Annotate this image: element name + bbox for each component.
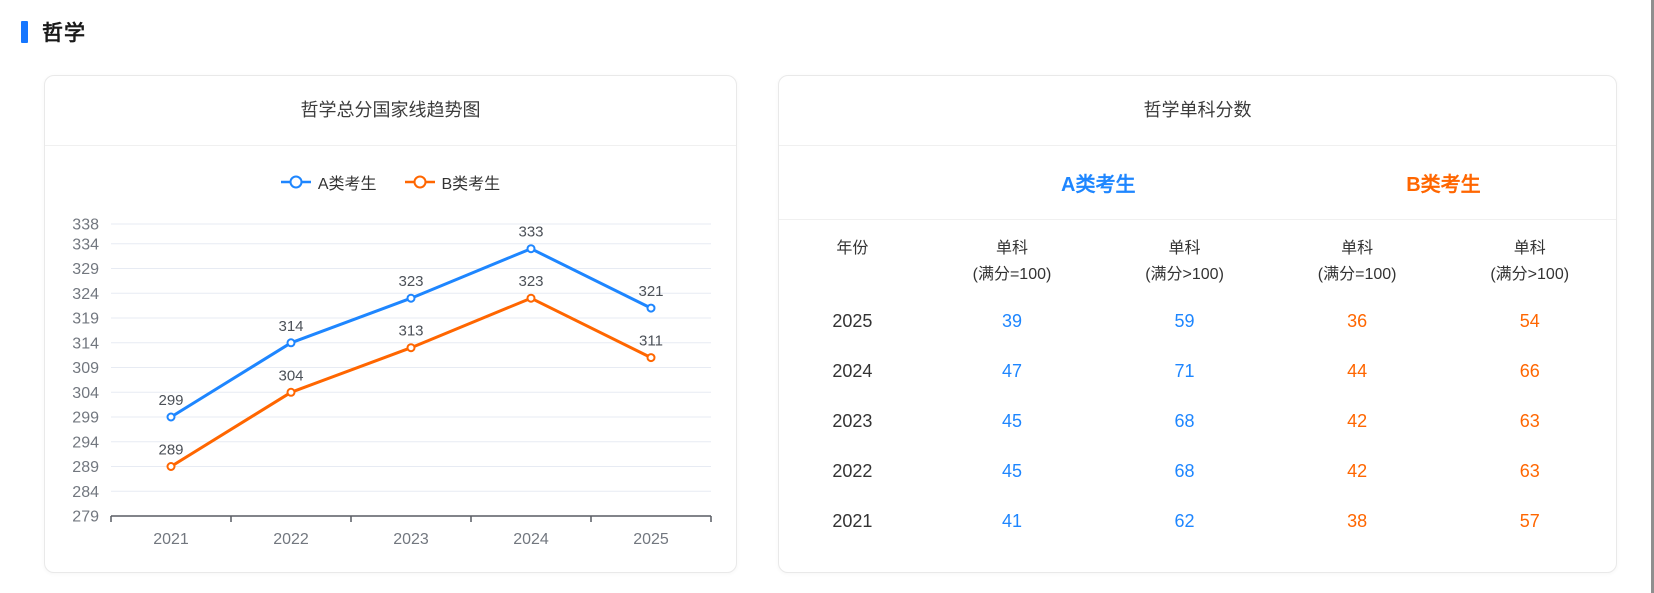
legend-label-a: A类考生 xyxy=(317,176,377,193)
svg-text:294: 294 xyxy=(72,434,99,451)
score-cell: 71 xyxy=(1174,360,1195,381)
table-row: 2024 47 71 44 66 xyxy=(779,346,1616,396)
svg-text:2024: 2024 xyxy=(513,531,549,548)
svg-text:323: 323 xyxy=(518,273,543,290)
chart-card-title: 哲学总分国家线趋势图 xyxy=(45,76,736,146)
score-cell: 66 xyxy=(1519,360,1540,381)
svg-text:338: 338 xyxy=(72,217,99,234)
svg-text:314: 314 xyxy=(278,318,303,335)
section-title: 哲学 xyxy=(42,22,86,45)
year-cell: 2022 xyxy=(832,460,873,481)
table-group-header-row: A类考生 B类考生 xyxy=(779,146,1616,220)
svg-text:304: 304 xyxy=(72,385,99,402)
svg-text:309: 309 xyxy=(72,360,99,377)
score-cell: 57 xyxy=(1519,510,1540,531)
svg-text:311: 311 xyxy=(639,333,663,350)
table-row: 2023 45 68 42 63 xyxy=(779,396,1616,446)
score-cell: 62 xyxy=(1174,510,1195,531)
score-cell: 45 xyxy=(1001,410,1022,431)
x-axis xyxy=(109,515,712,522)
legend-marker-a-icon xyxy=(280,175,311,189)
score-cell: 63 xyxy=(1519,410,1540,431)
svg-text:321: 321 xyxy=(638,283,663,300)
svg-text:324: 324 xyxy=(72,286,99,303)
svg-text:319: 319 xyxy=(72,311,99,328)
legend-marker-b-icon xyxy=(404,175,435,189)
svg-text:323: 323 xyxy=(398,273,423,290)
svg-text:2021: 2021 xyxy=(153,531,189,548)
svg-text:334: 334 xyxy=(72,236,99,253)
table-body: 2025 39 59 36 54 2024 47 71 44 66 2023 45 68 42 63 2022… xyxy=(779,288,1616,546)
grid-lines xyxy=(110,223,711,492)
svg-text:2023: 2023 xyxy=(393,531,429,548)
group-header-b: B类考生 xyxy=(1406,174,1481,196)
column-header: 单科 (满分>100) xyxy=(1490,240,1570,283)
table-column-header-row: 年份 单科 (满分=100) 单科 (满分>100) 单科 (满分=100) 单科 (满分>10… xyxy=(779,220,1616,288)
svg-text:314: 314 xyxy=(72,335,99,352)
table-row: 2021 41 62 38 57 xyxy=(779,496,1616,546)
svg-text:2022: 2022 xyxy=(273,531,309,548)
score-cell: 39 xyxy=(1001,310,1022,331)
year-cell: 2024 xyxy=(832,360,873,381)
svg-text:299: 299 xyxy=(158,392,183,409)
svg-text:289: 289 xyxy=(158,442,183,459)
score-cell: 42 xyxy=(1347,460,1368,481)
score-cell: 45 xyxy=(1001,460,1022,481)
score-cell: 38 xyxy=(1347,510,1368,531)
svg-text:313: 313 xyxy=(398,323,423,340)
svg-text:2025: 2025 xyxy=(633,531,669,548)
column-header: 单科 (满分=100) xyxy=(972,240,1052,283)
section-accent-bar xyxy=(21,21,28,43)
score-cell: 68 xyxy=(1174,410,1195,431)
legend-item-a[interactable]: A类考生 xyxy=(280,170,377,194)
svg-text:304: 304 xyxy=(278,367,303,384)
trend-line-chart[interactable]: 2792842892942993043093143193243293343382… xyxy=(53,206,729,556)
chart-card: 哲学总分国家线趋势图 A类考生 B类考生 27 xyxy=(44,75,737,573)
legend-item-b[interactable]: B类考生 xyxy=(404,170,501,194)
svg-text:329: 329 xyxy=(72,261,99,278)
score-cell: 59 xyxy=(1174,310,1195,331)
table-card: 哲学单科分数 A类考生 B类考生 年份 单科 (满分=100) 单科 (满分>100) 单… xyxy=(778,75,1617,573)
year-cell: 2025 xyxy=(832,310,873,331)
year-cell: 2021 xyxy=(832,510,873,531)
chart-body: A类考生 B类考生 279 284 289 294 299 304 309 314 319 324… xyxy=(45,170,736,556)
svg-text:299: 299 xyxy=(72,410,99,427)
y-axis-labels: 279 284 289 294 299 304 309 314 319 324 329 334 338 xyxy=(72,217,99,526)
score-cell: 42 xyxy=(1347,410,1368,431)
series-a: 299 314 323 333 321 xyxy=(158,224,663,422)
svg-text:289: 289 xyxy=(72,459,99,476)
column-header: 年份 xyxy=(836,240,869,257)
column-header: 单科 (满分>100) xyxy=(1145,240,1224,283)
section-header: 哲学 xyxy=(21,17,86,47)
score-cell: 41 xyxy=(1001,510,1022,531)
chart-legend: A类考生 B类考生 xyxy=(45,170,736,194)
svg-text:284: 284 xyxy=(72,484,99,501)
group-header-a: A类考生 xyxy=(1061,174,1136,196)
score-cell: 54 xyxy=(1519,310,1540,331)
x-axis-labels: 2021 2022 2023 2024 2025 xyxy=(153,531,669,548)
scrollbar-track[interactable] xyxy=(1651,0,1654,593)
score-cell: 44 xyxy=(1347,360,1368,381)
svg-text:333: 333 xyxy=(518,224,543,241)
table-row: 2025 39 59 36 54 xyxy=(779,296,1616,346)
table-row: 2022 45 68 42 63 xyxy=(779,446,1616,496)
series-b: 289 304 313 323 311 xyxy=(158,273,663,471)
score-cell: 68 xyxy=(1174,460,1195,481)
score-cell: 63 xyxy=(1519,460,1540,481)
table-card-title: 哲学单科分数 xyxy=(779,76,1616,146)
svg-text:279: 279 xyxy=(72,509,99,526)
column-header: 单科 (满分=100) xyxy=(1317,240,1397,283)
score-cell: 47 xyxy=(1001,360,1022,381)
year-cell: 2023 xyxy=(832,410,873,431)
score-cell: 36 xyxy=(1347,310,1368,331)
legend-label-b: B类考生 xyxy=(441,176,501,193)
